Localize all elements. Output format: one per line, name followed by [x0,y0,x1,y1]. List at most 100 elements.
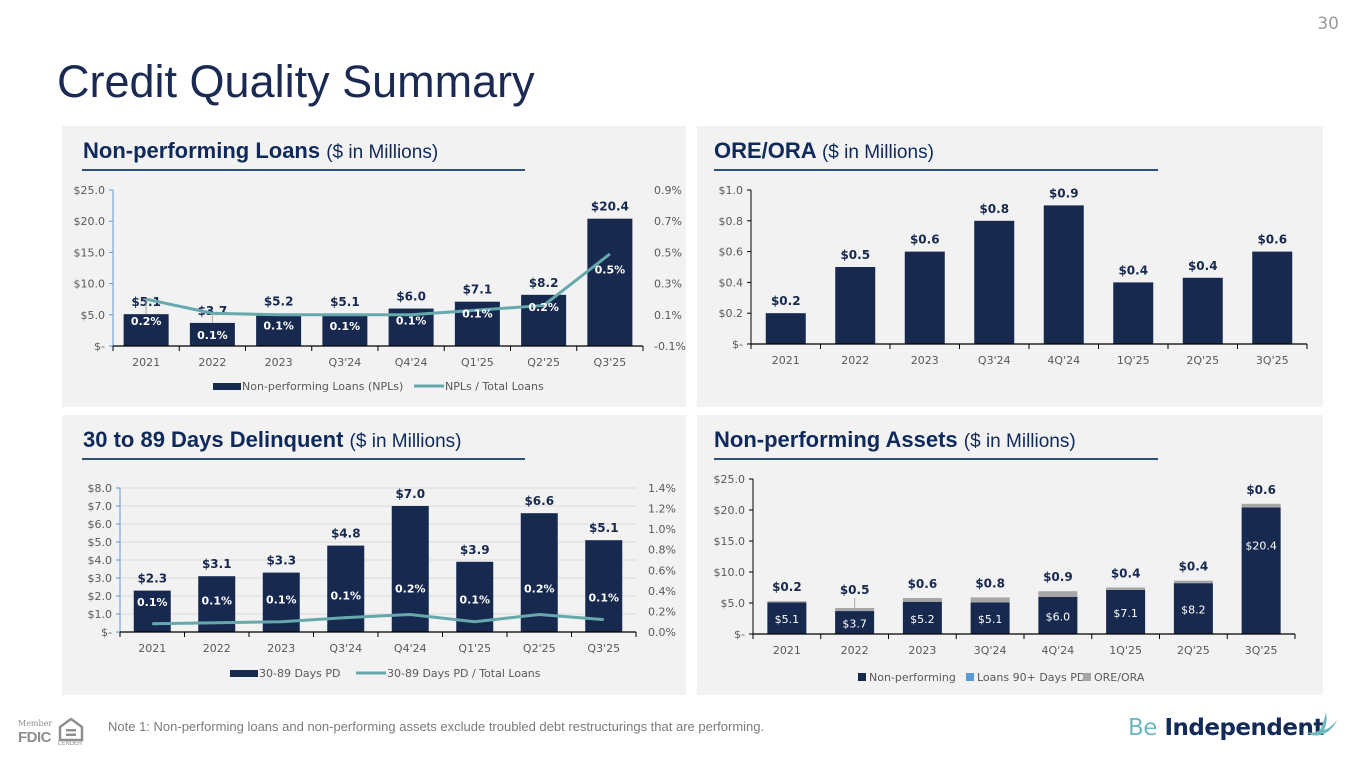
npa-panel: Non-performing Assets ($ in Millions) [697,415,1323,695]
ore-x-tick-label: 2022 [841,354,869,367]
ore-bar-value-label: $0.9 [1049,186,1079,200]
npl-panel: Non-performing Loans ($ in Millions) [62,126,686,407]
npa-ore-value-label: $0.5 [840,583,870,597]
delinquent-title-main: 30 to 89 Days Delinquent [83,427,344,452]
delinquent-title-sub: ($ in Millions) [349,431,462,452]
ore-x-tick-label: 4Q'24 [1047,354,1080,367]
delinq-legend-label: 30-89 Days PD [259,667,341,680]
bird-logo-icon [1306,712,1337,736]
npl-x-tick-label: Q3'25 [594,356,627,369]
ore-bar-value-label: $0.4 [1118,263,1148,277]
npl-y-tick-label: $15.0 [74,246,106,259]
delinq-y-tick-label: $3.0 [88,572,113,585]
npa-title-rule [714,458,1158,460]
ore-bar [765,313,806,344]
npa-legend-label: Loans 90+ Days PD [977,671,1085,684]
npl-y-tick-label: $10.0 [74,278,106,291]
npa-legend-swatch [1083,673,1091,681]
npa-bar-ore [767,601,807,603]
footnote: Note 1: Non-performing loans and non-per… [108,719,765,734]
npl-y2-tick-label: 0.9% [654,184,682,197]
delinq-y2-tick-label: 0.2% [648,605,676,618]
delinq-bar-value-label: $6.6 [524,494,554,508]
npa-legend-label: Non-performing [869,671,956,684]
lender-text: LENDER [58,741,83,747]
ore-bar [1182,277,1223,344]
npa-x-tick-label: 2021 [773,644,801,657]
npl-bar-value-label: $6.0 [396,290,426,304]
delinq-y-tick-label: $2.0 [88,590,113,603]
delinq-x-tick-label: Q4'24 [394,642,427,655]
npa-bar-nonperforming [1038,596,1078,634]
delinq-y2-tick-label: 0.0% [648,626,676,639]
delinq-ratio-label: 0.1% [459,594,490,607]
ore-title-rule [714,169,1158,171]
ore-y-tick-label: $1.0 [719,184,744,197]
npa-x-tick-label: 2022 [841,644,869,657]
ore-bar-value-label: $0.6 [910,233,940,247]
npa-bar-value-label: $6.0 [1046,610,1071,623]
delinq-y2-tick-label: 1.4% [648,482,676,495]
ore-bar-value-label: $0.5 [840,248,870,262]
brand-logo: Be Independent [1128,715,1324,741]
npl-y-tick-label: $5.0 [81,309,106,322]
npa-bar-value-label: $5.1 [775,613,800,626]
npl-x-tick-label: 2023 [265,356,293,369]
npl-y-tick-label: $25.0 [74,184,106,197]
delinq-y2-tick-label: 0.4% [648,585,676,598]
delinq-x-tick-label: 2021 [138,642,166,655]
npl-bar-value-label: $5.2 [264,295,294,309]
npl-ratio-label: 0.1% [197,329,228,342]
npa-bar-ore [835,607,875,612]
npa-bar-nonperforming [767,602,807,634]
npl-bar-value-label: $7.1 [463,283,493,297]
equal-housing-lender-icon [58,718,84,742]
delinq-bar-value-label: $5.1 [589,521,619,535]
npa-bar-nonperforming [1106,589,1146,634]
npa-legend-label: ORE/ORA [1094,671,1145,684]
ore-x-tick-label: Q3'24 [978,354,1011,367]
npl-y-tick-label: $- [94,340,105,353]
npl-bar [587,218,633,346]
ore-bar [1043,205,1084,344]
npa-legend-swatch [858,673,866,681]
npl-x-tick-label: Q3'24 [329,356,362,369]
delinq-y2-tick-label: 1.0% [648,523,676,536]
npa-x-tick-label: 4Q'24 [1042,644,1075,657]
ore-y-tick-label: $0.8 [719,215,744,228]
npa-bar-nonperforming [835,611,875,634]
ore-y-tick-label: $0.6 [719,246,744,259]
npl-bar-value-label: $5.1 [330,295,360,309]
ore-bar-value-label: $0.2 [771,294,801,308]
npl-y2-tick-label: -0.1% [654,340,686,353]
npl-y2-tick-label: 0.3% [654,278,682,291]
npl-x-tick-label: 2021 [132,356,160,369]
delinq-y-tick-label: $8.0 [88,482,113,495]
delinq-bar-value-label: $7.0 [395,487,425,501]
npl-legend-label: Non-performing Loans (NPLs) [242,380,403,393]
ore-x-tick-label: 1Q'25 [1117,354,1150,367]
delinq-ratio-label: 0.1% [330,590,361,603]
npl-y-tick-label: $20.0 [74,215,106,228]
fdic-member-text: Member [18,719,53,728]
delinq-y-tick-label: $7.0 [88,500,113,513]
delinq-ratio-label: 0.1% [201,595,232,608]
ore-x-tick-label: 3Q'25 [1256,354,1289,367]
npa-y-tick-label: $20.0 [714,504,746,517]
delinq-y2-tick-label: 0.8% [648,544,676,557]
npl-bar [189,322,235,346]
npa-title-sub: ($ in Millions) [963,431,1076,452]
npa-x-tick-label: 3Q'25 [1245,644,1278,657]
delinq-x-tick-label: Q2'25 [523,642,556,655]
delinq-bar [133,590,171,632]
brand-independent: Independent [1164,715,1324,741]
npa-bar-ore [970,597,1010,603]
npl-title-rule [82,169,525,171]
ore-bar [1113,282,1154,344]
ore-y-tick-label: $- [732,338,743,351]
ore-bar-value-label: $0.4 [1188,259,1218,273]
npl-y2-tick-label: 0.1% [654,309,682,322]
npa-bar-ore [1038,591,1078,597]
ore-y-tick-label: $0.2 [719,307,744,320]
